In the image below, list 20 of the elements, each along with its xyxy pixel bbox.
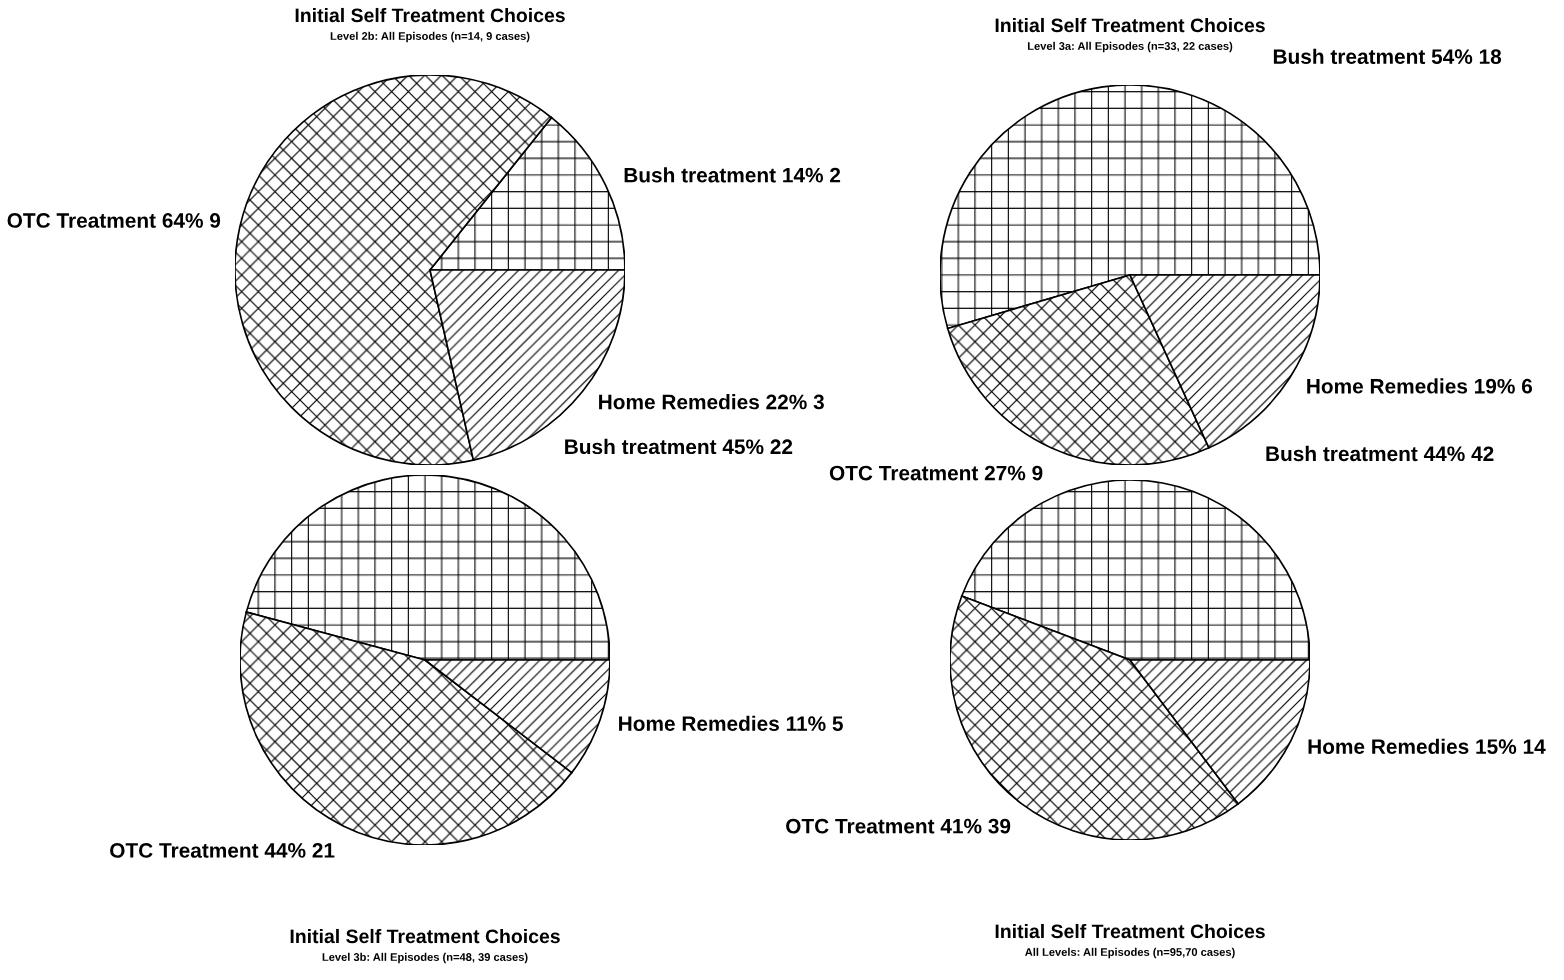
slice-label: OTC Treatment 27% 9 [829,465,1043,481]
slice-label: Bush treatment 54% 18 [1273,48,1502,65]
text: All Levels: All Episodes (n=95,70 cases) [1025,947,1235,959]
text: Initial Self Treatment Choices [995,923,1265,939]
chart-title: Initial Self Treatment Choices [295,7,565,23]
slice-label: Home Remedies 19% 6 [1307,378,1533,394]
chart-subtitle: Level 2b: All Episodes (n=14, 9 cases) [330,31,530,43]
slice-label: Bush treatment 45% 22 [565,438,793,455]
chart-title: Initial Self Treatment Choices [995,17,1265,33]
slice-label: Bush treatment 14% 2 [624,167,841,183]
chart-subtitle: Level 3a: All Episodes (n=33, 22 cases) [1027,41,1233,53]
slice-label: Home Remedies 15% 14 [1308,738,1546,755]
slice-label: Home Remedies 22% 3 [599,394,824,410]
slice-label: OTC Treatment 41% 39 [786,818,1011,834]
slice-label: Home Remedies 11% 5 [619,715,843,732]
text: Initial Self Treatment Choices [290,928,560,944]
slice-label: OTC Treatment 64% 9 [7,213,221,228]
text: Level 3b: All Episodes (n=48, 39 cases) [322,952,528,964]
slice-label: OTC Treatment 44% 21 [110,843,335,858]
slice-label: Bush treatment 44% 42 [1266,445,1494,462]
